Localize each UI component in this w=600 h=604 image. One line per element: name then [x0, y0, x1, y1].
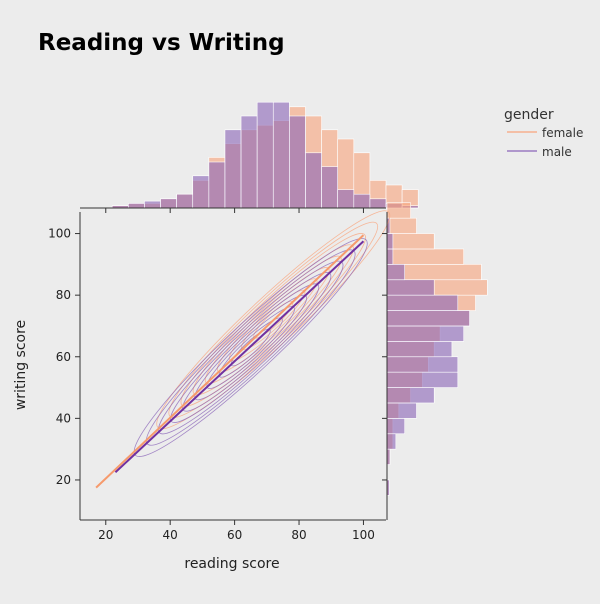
reading-hist-bar-male: [240, 115, 258, 209]
legend-title: gender: [504, 107, 554, 123]
kde-contour-male: [133, 238, 368, 457]
writing-hist-bar-male: [386, 418, 406, 435]
writing-hist-bar-male: [386, 433, 397, 450]
y-tick-label: 20: [56, 473, 71, 487]
x-tick-label: 40: [163, 528, 178, 542]
reading-hist-bar-male: [224, 129, 242, 209]
legend-label-female: female: [542, 126, 583, 140]
writing-hist-bar-male: [386, 248, 394, 265]
reading-hist-bar-male: [128, 203, 145, 209]
reading-hist-bar-male: [305, 152, 322, 209]
reading-hist-bar-male: [289, 115, 306, 209]
x-axis-label: reading score: [184, 556, 279, 572]
reading-hist-bar-male: [144, 200, 161, 209]
reading-hist-bar-male: [256, 101, 274, 209]
axes: 20 40 60 80 100 20 40 60 80 100: [48, 207, 388, 542]
writing-hist-bar-male: [386, 371, 459, 388]
regression-line-male: [114, 240, 365, 473]
x-tick-label: 20: [98, 528, 113, 542]
reading-hist-bar-male: [337, 189, 355, 209]
writing-hist-bar-male: [386, 294, 459, 311]
writing-hist-bar-male: [386, 402, 417, 419]
writing-hist-bar-male: [386, 356, 459, 373]
reading-hist-bar-male: [353, 193, 371, 209]
writing-hist-bar-male: [386, 387, 435, 404]
writing-hist-bar-male: [386, 310, 470, 327]
legend-item-male[interactable]: male: [507, 145, 572, 159]
y-tick-label: 100: [48, 227, 71, 241]
kde-contour-female: [168, 221, 379, 418]
y-tick-label: 60: [56, 350, 71, 364]
writing-hist-bar-male: [386, 264, 406, 281]
writing-hist-bar-male: [386, 341, 453, 358]
writing-hist-bar-male: [386, 233, 394, 250]
writing-hist-bar-male: [386, 279, 435, 296]
writing-histogram: [386, 202, 488, 496]
writing-hist-bar-female: [386, 202, 411, 219]
y-tick-label: 80: [56, 288, 71, 302]
y-tick-label: 40: [56, 411, 71, 425]
x-tick-label: 60: [227, 528, 242, 542]
x-tick-label: 80: [291, 528, 306, 542]
reading-hist-bar-male: [321, 166, 338, 209]
legend-item-female[interactable]: female: [507, 126, 583, 140]
regression-line-female: [95, 234, 365, 489]
writing-hist-bar-female: [386, 233, 435, 250]
legend[interactable]: gender female male: [504, 107, 583, 159]
legend-label-male: male: [542, 145, 572, 159]
writing-hist-bar-female: [386, 217, 417, 234]
y-axis-label: writing score: [13, 320, 29, 410]
chart-title: Reading vs Writing: [38, 30, 285, 56]
reading-hist-bar-male: [176, 193, 194, 209]
reading-hist-bar-male: [369, 198, 387, 209]
reading-hist-bar-male: [208, 161, 226, 209]
reading-histogram: [111, 101, 419, 209]
reading-hist-bar-male: [272, 101, 290, 209]
reading-hist-bar-male: [160, 198, 177, 209]
kde-contour-female: [180, 233, 366, 407]
writing-hist-bar-female: [386, 248, 464, 265]
reading-hist-bar-male: [192, 175, 210, 209]
writing-hist-bar-male: [386, 325, 464, 342]
regression-lines: [95, 234, 365, 489]
x-tick-label: 100: [352, 528, 375, 542]
